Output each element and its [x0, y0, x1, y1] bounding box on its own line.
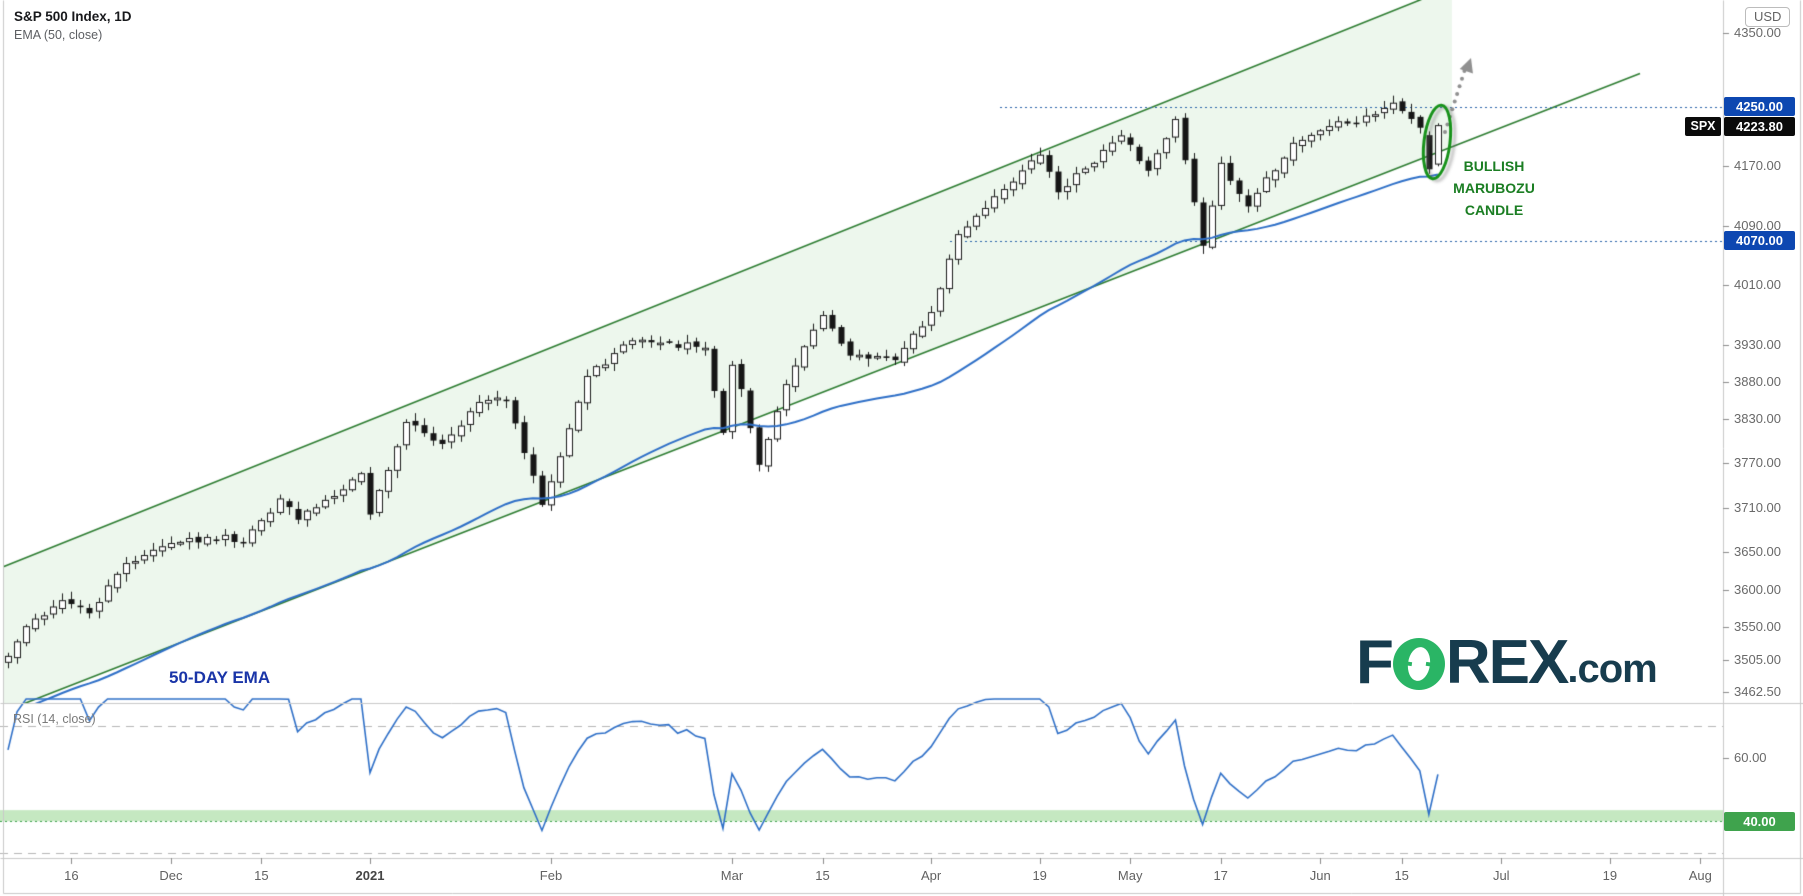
time-tick-label-19: 19: [1602, 868, 1618, 883]
rsi-tick-label: 60.00: [1734, 749, 1767, 765]
price-axis[interactable]: 4350.00 4250.00 4223.80 SPX 4170.00 4090.00 40…: [1685, 0, 1803, 896]
price-badge-4070.00: 4070.00: [1724, 231, 1795, 251]
price-tick-label: 3930.00: [1734, 336, 1781, 352]
time-tick-label-Jul: Jul: [1492, 868, 1510, 883]
time-tick-label-15: 15: [815, 868, 830, 883]
rsi-badge-40.00: 40.00: [1724, 811, 1795, 831]
symbol-badge: SPX: [1685, 116, 1721, 136]
price-tick-label: 3770.00: [1734, 455, 1781, 471]
ema-annotation: 50-DAY EMA: [169, 668, 271, 687]
price-badge-4250.00: 4250.00: [1724, 97, 1795, 117]
legend: S&P 500 Index, 1D EMA (50, close): [14, 7, 132, 45]
time-axis[interactable]: 16 Dec 15 2021 Feb Mar 15 Apr 19 May 17 Jun 15 Jul 19 A…: [0, 858, 1723, 896]
rsi-indicator-label[interactable]: RSI (14, close): [13, 712, 96, 726]
price-tick-label: 4090.00: [1734, 217, 1781, 233]
forex-com-watermark-logo: F REX .com: [1356, 628, 1658, 697]
time-tick-label-17: 17: [1213, 868, 1228, 883]
price-tick-label: 3505.00: [1734, 652, 1781, 668]
marubozu-annotation-line1: BULLISH: [1463, 158, 1525, 174]
time-tick-label-15: 15: [1394, 868, 1409, 883]
time-tick-label-16: 16: [64, 868, 79, 883]
logo-text-f: F: [1356, 628, 1394, 697]
logo-o-icon: [1392, 638, 1445, 690]
marubozu-annotation: BULLISH MARUBOZU CANDLE: [1418, 155, 1570, 221]
time-tick-label-Aug: Aug: [1688, 868, 1712, 883]
price-tick-label: 3462.50: [1734, 683, 1781, 699]
price-tick-label: 4010.00: [1734, 277, 1781, 293]
price-tick-label: 3710.00: [1734, 499, 1781, 515]
marubozu-annotation-line3: CANDLE: [1464, 202, 1524, 218]
time-tick-label-Dec: Dec: [159, 868, 183, 883]
currency-badge: USD: [1745, 7, 1791, 27]
price-tick-label: 3880.00: [1734, 373, 1781, 389]
logo-text-rex: REX: [1445, 628, 1569, 697]
time-tick-label-Jun: Jun: [1309, 868, 1331, 883]
time-tick-label-2021: 2021: [355, 868, 385, 883]
price-tick-label: 3830.00: [1734, 410, 1781, 426]
price-tick-label: 4170.00: [1734, 158, 1781, 174]
logo-text-com: .com: [1567, 647, 1657, 691]
marubozu-annotation-line2: MARUBOZU: [1453, 180, 1535, 196]
time-tick-label-Apr: Apr: [920, 868, 942, 883]
time-tick-label-May: May: [1117, 868, 1143, 883]
indicator-label[interactable]: EMA (50, close): [14, 28, 103, 42]
time-tick-label-Feb: Feb: [539, 868, 563, 883]
price-badge-4223.80: 4223.80: [1724, 116, 1795, 136]
price-tick-label: 3650.00: [1734, 544, 1781, 560]
time-tick-label-19: 19: [1032, 868, 1047, 883]
price-tick-label: 3600.00: [1734, 581, 1781, 597]
price-tick-label: 3550.00: [1734, 618, 1781, 634]
time-tick-label-15: 15: [254, 868, 269, 883]
time-tick-label-Mar: Mar: [720, 868, 744, 883]
symbol-title[interactable]: S&P 500 Index, 1D: [14, 9, 132, 24]
price-tick-label: 4350.00: [1734, 24, 1781, 40]
